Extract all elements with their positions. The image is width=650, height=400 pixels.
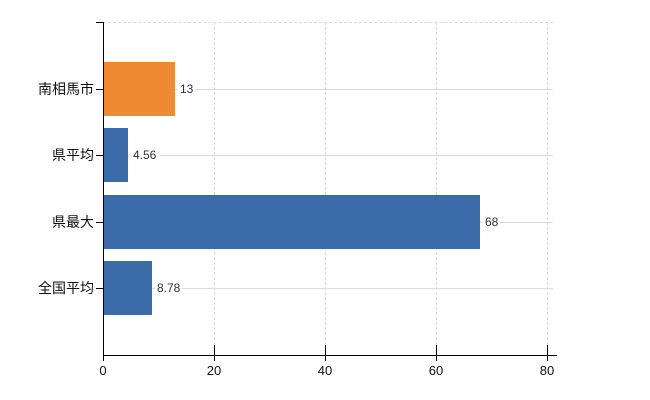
category-label: 全国平均 <box>38 280 94 296</box>
horizontal-gridline <box>104 155 553 156</box>
x-axis-tick <box>325 345 326 361</box>
bar-value-label: 68 <box>483 214 501 230</box>
vertical-gridline <box>436 22 437 355</box>
y-axis-tick <box>96 288 103 289</box>
bar <box>104 128 128 182</box>
x-tick-label: 40 <box>317 363 333 378</box>
y-axis-tick <box>96 155 103 156</box>
category-label: 県最大 <box>52 214 94 230</box>
x-axis-tick <box>547 345 548 361</box>
x-tick-label: 20 <box>206 363 222 378</box>
y-axis-top-tick <box>96 22 103 23</box>
vertical-gridline <box>214 22 215 355</box>
x-axis-tick <box>103 345 104 361</box>
x-axis-line <box>103 355 557 356</box>
y-axis-tick <box>96 222 103 223</box>
x-tick-label: 80 <box>539 363 555 378</box>
x-tick-label: 0 <box>99 363 107 378</box>
category-label: 南相馬市 <box>38 81 94 97</box>
y-axis-line <box>103 22 104 355</box>
bar <box>104 261 152 315</box>
bar <box>104 62 175 116</box>
bar-value-label: 8.78 <box>155 280 183 296</box>
x-axis-tick <box>436 345 437 361</box>
category-label: 県平均 <box>52 147 94 163</box>
bar <box>104 195 480 249</box>
bar-value-label: 4.56 <box>131 147 159 163</box>
vertical-gridline <box>547 22 548 355</box>
bar-value-label: 13 <box>178 81 196 97</box>
horizontal-gridline <box>104 89 553 90</box>
vertical-gridline <box>325 22 326 355</box>
y-axis-tick <box>96 89 103 90</box>
x-axis-tick <box>214 345 215 361</box>
x-tick-label: 60 <box>428 363 444 378</box>
horizontal-gridline <box>104 288 553 289</box>
plot-top-border <box>103 22 553 23</box>
